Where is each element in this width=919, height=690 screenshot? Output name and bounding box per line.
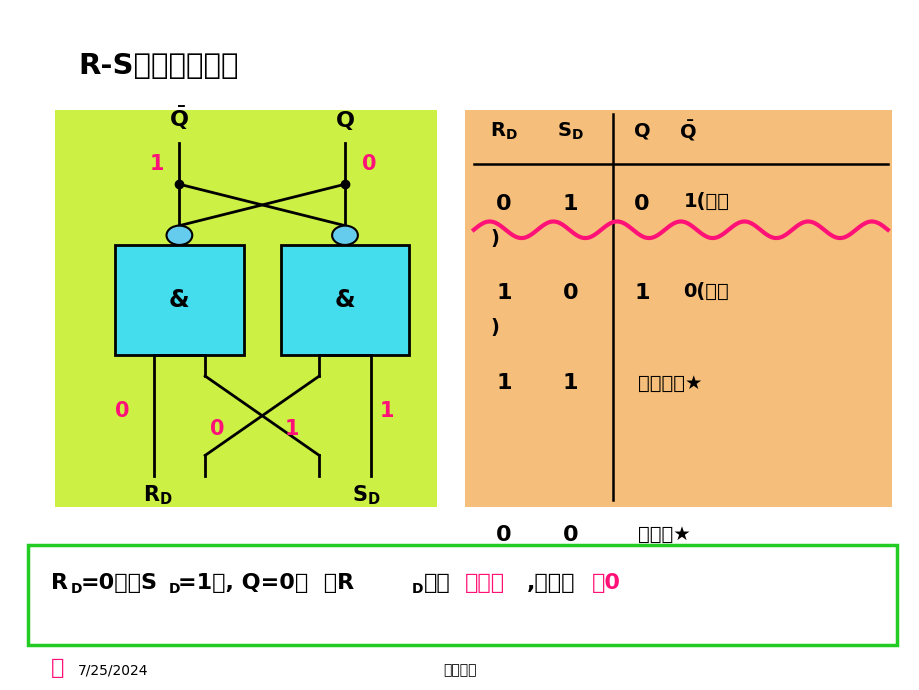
Text: 0: 0 (562, 284, 577, 303)
Text: &: & (335, 288, 355, 312)
Text: $\mathbf{S_D}$: $\mathbf{S_D}$ (351, 483, 380, 506)
Text: 0: 0 (562, 525, 577, 544)
Text: 0: 0 (361, 155, 376, 175)
Text: 0: 0 (496, 525, 511, 544)
Circle shape (166, 226, 192, 245)
Text: $\mathbf{S_D}$: $\mathbf{S_D}$ (556, 121, 584, 141)
Text: ,或称为: ,或称为 (527, 573, 575, 593)
Text: R: R (51, 573, 67, 593)
Text: 不确定★: 不确定★ (637, 525, 689, 544)
FancyBboxPatch shape (464, 110, 891, 507)
FancyBboxPatch shape (28, 545, 896, 645)
FancyBboxPatch shape (115, 245, 244, 355)
Text: =1时, Q=0。  故R: =1时, Q=0。 故R (178, 573, 354, 593)
FancyBboxPatch shape (55, 110, 437, 507)
Text: 保持原状★: 保持原状★ (637, 373, 701, 393)
Text: 1: 1 (496, 373, 511, 393)
Text: 1: 1 (496, 284, 511, 303)
Text: 1: 1 (380, 402, 394, 422)
Text: 称为: 称为 (424, 573, 450, 593)
Text: R-S触发器真値表: R-S触发器真値表 (78, 52, 238, 80)
Text: 0(置位: 0(置位 (683, 282, 729, 301)
FancyBboxPatch shape (280, 245, 409, 355)
Text: $\mathbf{\bar{Q}}$: $\mathbf{\bar{Q}}$ (678, 119, 697, 144)
Text: &: & (169, 288, 189, 312)
Text: 0: 0 (115, 402, 130, 422)
Text: 0: 0 (496, 194, 511, 213)
Text: $\mathbf{Q}$: $\mathbf{Q}$ (335, 110, 355, 132)
Text: D: D (412, 582, 424, 595)
Text: 1: 1 (150, 155, 165, 175)
Text: =0同时S: =0同时S (81, 573, 158, 593)
Text: 1: 1 (284, 419, 299, 439)
Text: 端: 端 (51, 658, 64, 678)
Text: ): ) (490, 228, 499, 248)
Text: 0: 0 (210, 419, 224, 439)
Circle shape (332, 226, 357, 245)
Text: $\mathbf{Q}$: $\mathbf{Q}$ (632, 121, 651, 141)
Text: $\mathbf{\bar{Q}}$: $\mathbf{\bar{Q}}$ (169, 105, 189, 132)
Text: $\mathbf{R_D}$: $\mathbf{R_D}$ (143, 483, 173, 506)
Text: D: D (168, 582, 180, 595)
Text: D: D (71, 582, 83, 595)
Text: 1: 1 (562, 194, 577, 213)
Text: 0: 0 (634, 194, 649, 213)
Text: 1: 1 (562, 373, 577, 393)
Text: 1(复位: 1(复位 (683, 192, 729, 211)
Text: 复位端: 复位端 (464, 573, 505, 593)
Text: 电工技术: 电工技术 (443, 664, 476, 678)
Text: 7/25/2024: 7/25/2024 (78, 664, 149, 678)
Text: 1: 1 (634, 284, 649, 303)
Text: ): ) (490, 318, 499, 337)
Text: 技0: 技0 (591, 573, 620, 593)
Text: $\mathbf{R_D}$: $\mathbf{R_D}$ (490, 121, 517, 141)
